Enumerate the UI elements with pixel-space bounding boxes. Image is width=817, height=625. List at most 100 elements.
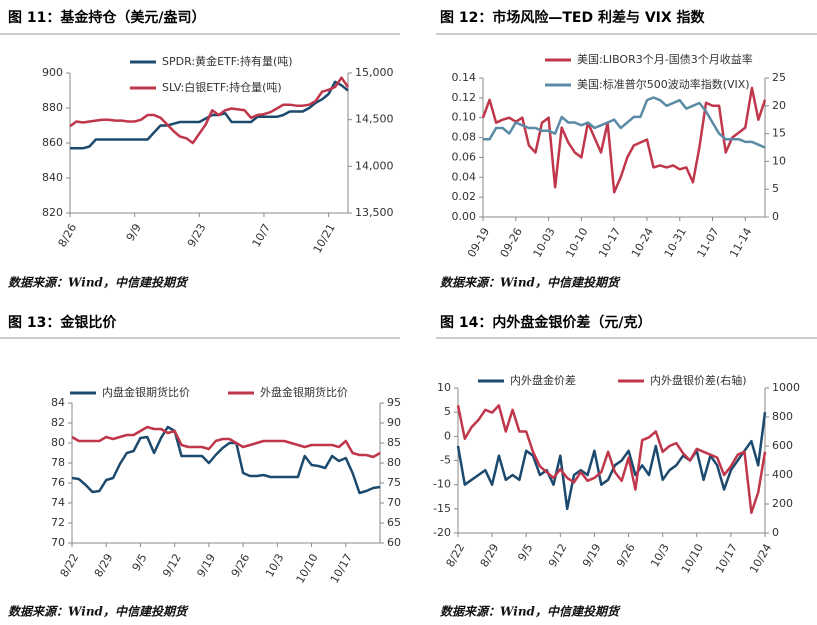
- x-tick-label: 8/22: [444, 542, 468, 570]
- tick-label: 70: [51, 536, 65, 549]
- source-note: 数据来源：Wind，中信建投期货: [8, 276, 189, 290]
- x-tick-label: 9/26: [229, 552, 253, 580]
- chart-title: 图 14：内外盘金银价差（元/克）: [440, 314, 651, 331]
- series-line: [71, 425, 381, 495]
- tick-label: 800: [772, 410, 793, 423]
- x-tick-label: 10/3: [263, 552, 287, 580]
- tick-label: 0: [444, 429, 451, 442]
- x-tick-label: 10/10: [679, 542, 706, 576]
- legend-label: 内盘金银期货比价: [102, 385, 190, 399]
- x-tick-label: 10/17: [328, 552, 355, 586]
- tick-label: 0.12: [452, 91, 477, 104]
- tick-label: 65: [387, 516, 401, 529]
- tick-label: 76: [51, 476, 65, 489]
- series-line: [71, 425, 381, 459]
- x-tick-label: 8/22: [58, 552, 82, 580]
- x-tick-label: 10/24: [747, 542, 774, 576]
- x-tick-label: 09-26: [498, 226, 525, 260]
- x-tick-label: 10/3: [648, 542, 672, 570]
- tick-label: 75: [387, 476, 401, 489]
- x-tick-label: 9/19: [580, 542, 604, 570]
- x-tick-label: 10-17: [596, 226, 623, 260]
- tick-label: 5: [772, 182, 779, 195]
- tick-label: 82: [51, 416, 65, 429]
- tick-label: 78: [51, 456, 65, 469]
- tick-label: 20: [772, 99, 786, 112]
- x-tick-label: 8/29: [92, 552, 116, 580]
- x-tick-label: 9/23: [185, 222, 209, 250]
- tick-label: 72: [51, 516, 65, 529]
- x-tick-label: 9/12: [546, 542, 570, 570]
- tick-label: 85: [387, 436, 401, 449]
- tick-label: 10: [437, 381, 451, 394]
- legend-label: 内外盘金价差: [510, 373, 576, 387]
- x-tick-label: 10/17: [713, 542, 740, 576]
- legend-label: 外盘金银期货比价: [260, 385, 348, 399]
- tick-label: 0.02: [452, 190, 477, 203]
- x-tick-label: 10/10: [294, 552, 321, 586]
- x-tick-label: 10-03: [531, 226, 558, 260]
- tick-label: 5: [444, 405, 451, 418]
- legend-label: SLV:白银ETF:持仓量(吨): [162, 80, 282, 94]
- tick-label: -5: [440, 454, 451, 467]
- tick-label: 0.04: [452, 170, 477, 183]
- legend-label: 内外盘银价差(右轴): [650, 373, 747, 387]
- series-line: [456, 404, 767, 514]
- source-note: 数据来源：Wind，中信建投期货: [440, 605, 621, 619]
- chart-title: 图 11：基金持仓（美元/盎司）: [8, 9, 205, 26]
- tick-label: 10: [772, 154, 786, 167]
- x-tick-label: 10/7: [250, 222, 274, 250]
- x-tick-label: 10-24: [629, 226, 656, 260]
- tick-label: 0.00: [452, 210, 477, 223]
- tick-label: 0: [772, 526, 779, 539]
- tick-label: 15: [772, 127, 786, 140]
- tick-label: 0.14: [452, 71, 477, 84]
- tick-label: 25: [772, 71, 786, 84]
- x-tick-label: 9/26: [614, 542, 638, 570]
- tick-label: 0.10: [452, 111, 477, 124]
- legend-label: 美国:标准普尔500波动率指数(VIX): [577, 77, 750, 91]
- tick-label: 84: [51, 396, 65, 409]
- series-line: [481, 86, 767, 194]
- tick-label: 820: [42, 206, 63, 219]
- tick-label: 14,000: [355, 159, 394, 172]
- x-tick-label: 10-10: [563, 226, 590, 260]
- x-tick-label: 10/21: [311, 222, 338, 256]
- tick-label: -10: [433, 478, 451, 491]
- x-tick-label: 9/12: [160, 552, 184, 580]
- chart-title: 图 13：金银比价: [8, 314, 117, 331]
- tick-label: 900: [42, 66, 63, 79]
- x-tick-label: 9/9: [124, 221, 144, 243]
- x-tick-label: 09-19: [465, 226, 492, 260]
- source-note: 数据来源：Wind，中信建投期货: [440, 276, 621, 290]
- tick-label: 80: [387, 456, 401, 469]
- tick-label: -20: [433, 526, 451, 539]
- series-line: [456, 412, 767, 511]
- series-line: [69, 76, 350, 145]
- tick-label: 95: [387, 396, 401, 409]
- tick-label: 13,500: [355, 206, 394, 219]
- x-tick-label: 11-14: [727, 226, 754, 260]
- tick-label: 0.06: [452, 150, 477, 163]
- tick-label: -15: [433, 502, 451, 515]
- legend-label: 美国:LIBOR3个月-国债3个月收益率: [577, 52, 753, 66]
- tick-label: 90: [387, 416, 401, 429]
- x-tick-label: 9/5: [130, 551, 150, 573]
- tick-label: 400: [772, 468, 793, 481]
- tick-label: 70: [387, 496, 401, 509]
- tick-label: 0: [772, 210, 779, 223]
- legend-label: SPDR:黄金ETF:持有量(吨): [162, 54, 293, 68]
- x-tick-label: 9/19: [194, 552, 218, 580]
- tick-label: 15,000: [355, 66, 394, 79]
- x-tick-label: 8/29: [478, 542, 502, 570]
- tick-label: 14,500: [355, 113, 394, 126]
- x-tick-label: 10-31: [662, 226, 689, 260]
- tick-label: 74: [51, 496, 65, 509]
- tick-label: 840: [42, 171, 63, 184]
- x-tick-label: 11-07: [694, 226, 721, 260]
- tick-label: 60: [387, 536, 401, 549]
- tick-label: 80: [51, 436, 65, 449]
- tick-label: 1000: [772, 381, 800, 394]
- x-tick-label: 8/26: [56, 222, 80, 250]
